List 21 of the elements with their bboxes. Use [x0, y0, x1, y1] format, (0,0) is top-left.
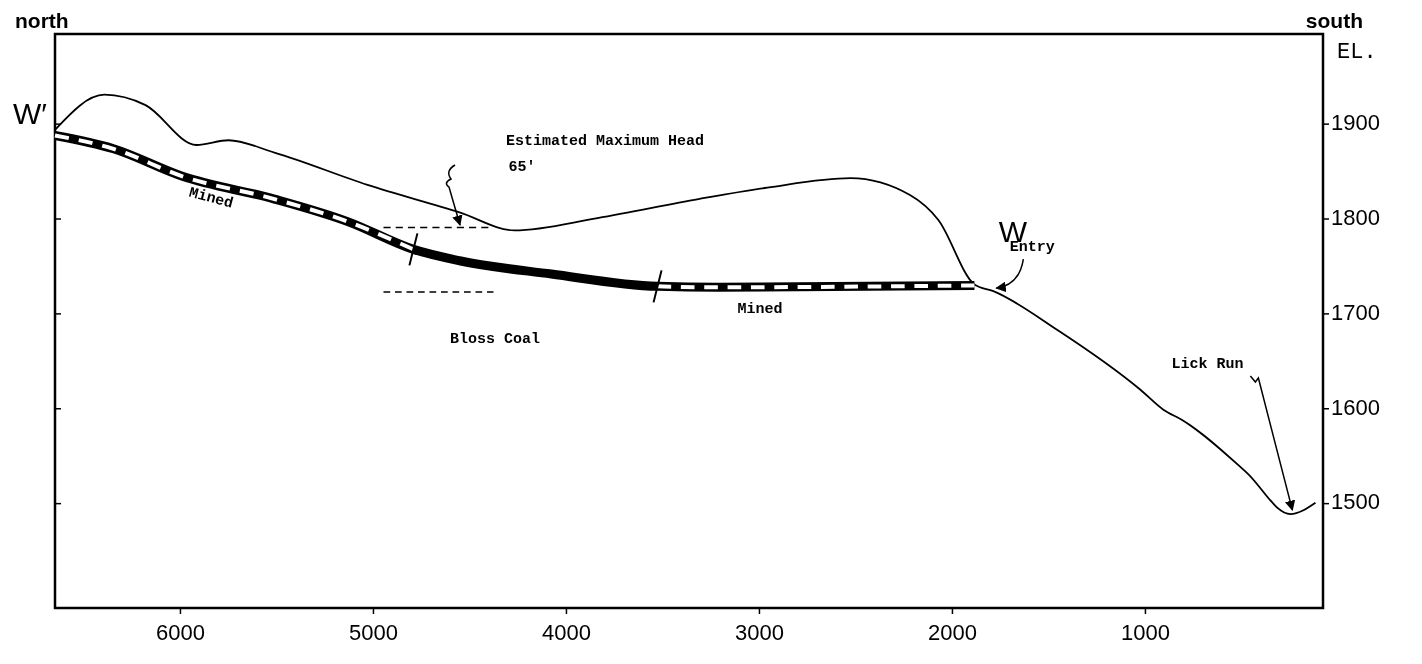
- x-tick-label: 2000: [927, 620, 977, 645]
- annotation: Estimated Maximum Head: [505, 133, 705, 150]
- annotation: Mined: [186, 184, 235, 213]
- x-tick-label: 4000: [541, 620, 591, 645]
- x-tick-label: 6000: [155, 620, 205, 645]
- text: W′: [13, 96, 48, 130]
- y-tick-label: 1900: [1331, 109, 1380, 135]
- annotation: Mined: [737, 301, 783, 318]
- x-tick-label: 5000: [348, 620, 398, 645]
- y-tick-label: 1600: [1331, 394, 1380, 420]
- x-tick-label: 3000: [734, 620, 784, 645]
- y-axis-title: EL.: [1337, 40, 1377, 65]
- y-tick-label: 1800: [1331, 204, 1380, 230]
- x-tick-label: 1000: [1120, 620, 1170, 645]
- text: south: [1305, 9, 1363, 32]
- y-tick-label: 1700: [1331, 299, 1380, 325]
- annotation: Lick Run: [1171, 356, 1244, 374]
- y-tick-label: 1500: [1331, 489, 1380, 515]
- annotation: Bloss Coal: [449, 331, 541, 348]
- text: north: [15, 9, 69, 32]
- annotation: 65′: [508, 159, 536, 176]
